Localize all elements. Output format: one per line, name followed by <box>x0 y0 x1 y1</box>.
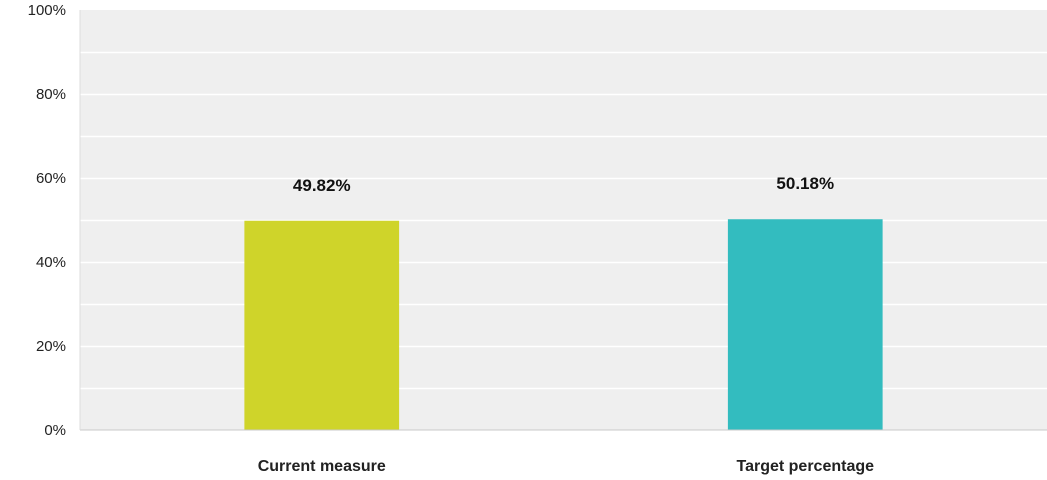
x-axis-categories: Current measure Target percentage <box>258 458 874 475</box>
y-axis-ticks: 0% 20% 40% 60% 80% 100% <box>28 2 66 439</box>
y-tick-label: 100% <box>28 2 66 19</box>
y-tick-label: 40% <box>36 254 66 271</box>
y-tick-label: 80% <box>36 86 66 103</box>
y-tick-label: 60% <box>36 170 66 187</box>
bar <box>727 219 883 430</box>
y-tick-label: 20% <box>36 338 66 355</box>
x-category-label: Target percentage <box>736 458 874 475</box>
bars <box>244 219 883 430</box>
gridlines <box>80 51 1047 390</box>
data-label: 49.82% <box>293 176 351 195</box>
x-category-label: Current measure <box>258 458 386 475</box>
bar <box>244 220 400 430</box>
data-label: 50.18% <box>776 174 834 193</box>
data-labels: 49.82% 50.18% <box>293 174 834 195</box>
y-tick-label: 0% <box>44 422 66 439</box>
